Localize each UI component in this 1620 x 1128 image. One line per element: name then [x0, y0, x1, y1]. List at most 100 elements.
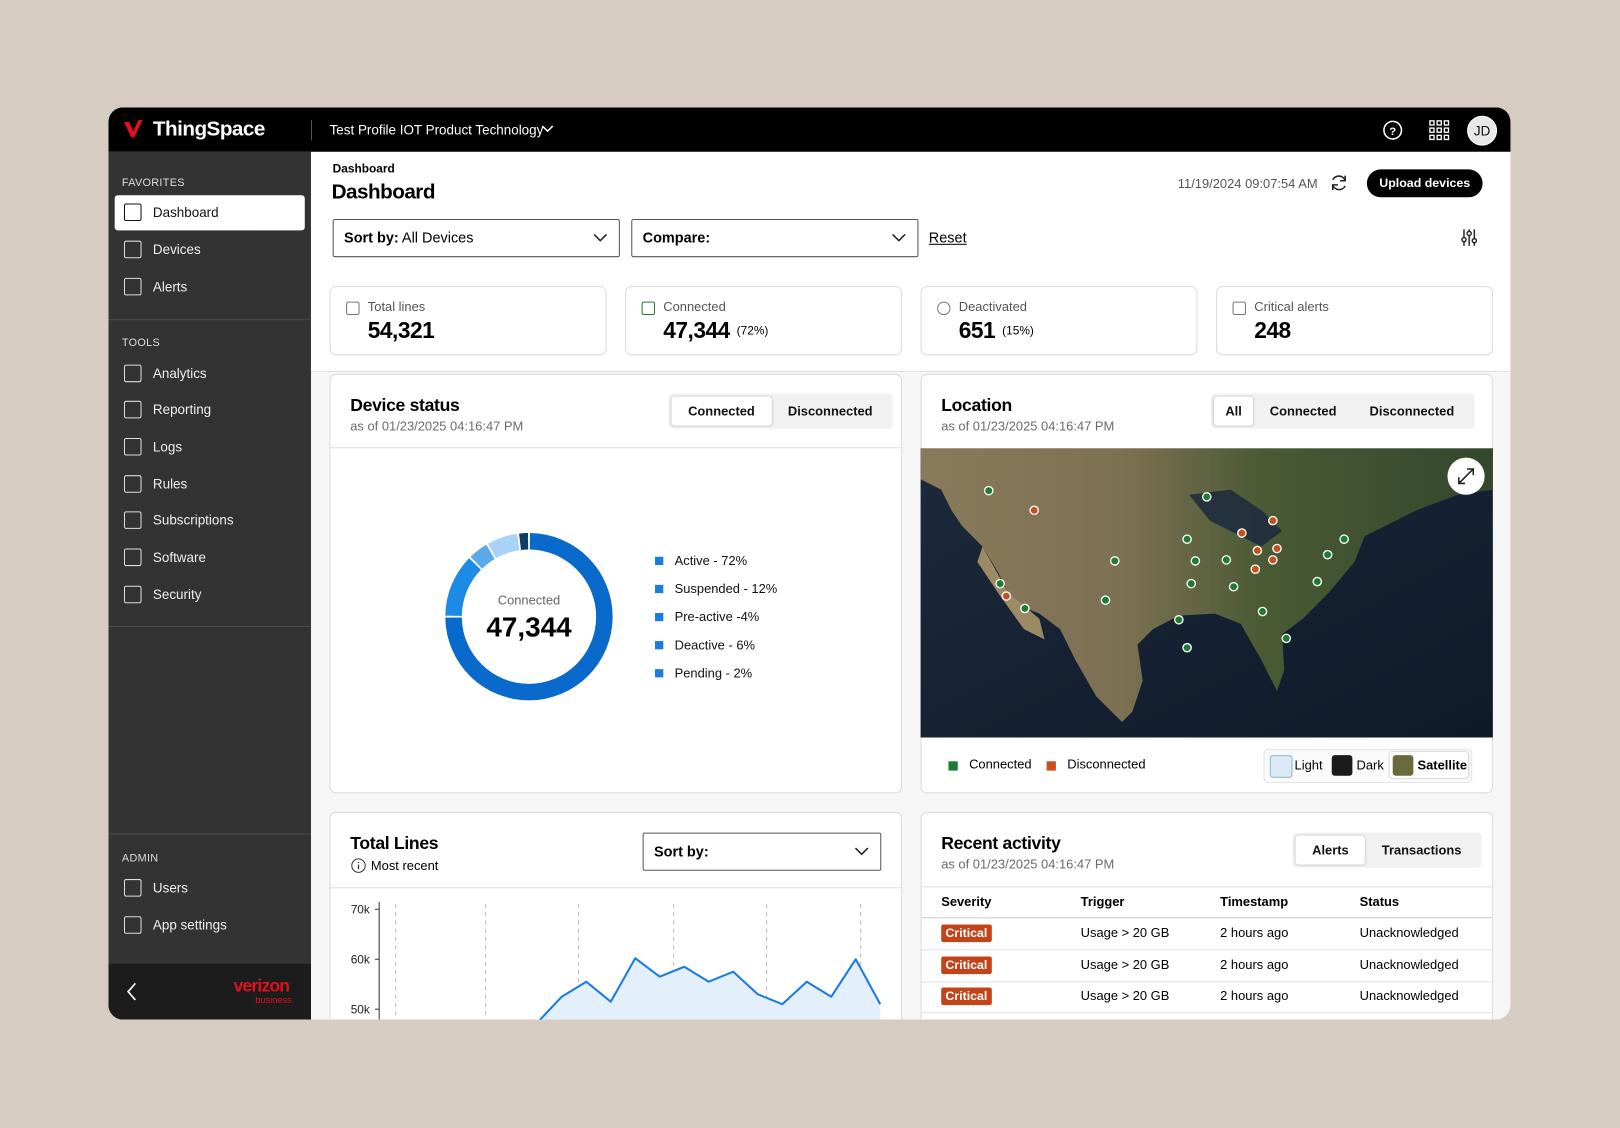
tab[interactable]: Alerts	[1295, 835, 1366, 865]
legend-label: Disconnected	[1067, 757, 1146, 772]
divider	[310, 370, 1511, 372]
map[interactable]	[920, 448, 1493, 738]
sort-dropdown[interactable]: Sort by:	[642, 832, 882, 871]
table-cell: Usage > 20 GB	[1080, 957, 1170, 972]
stat-value: 651	[958, 317, 996, 343]
stat-label: Deactivated	[958, 299, 1027, 315]
legend-swatch	[1046, 761, 1056, 771]
divider	[330, 447, 901, 449]
column-header: Severity	[941, 894, 992, 910]
style-option[interactable]: Dark	[1356, 758, 1384, 773]
legend-label: Connected	[969, 757, 1032, 772]
collapse-icon[interactable]	[126, 981, 138, 1002]
divider	[310, 119, 313, 141]
profile-selector[interactable]: Test Profile IOT Product Technology	[329, 121, 544, 138]
refresh-icon[interactable]	[1330, 174, 1349, 193]
reset-link[interactable]: Reset	[928, 229, 967, 246]
nav-icon	[123, 437, 142, 456]
table-cell: 2 hours ago	[1220, 988, 1289, 1004]
tab[interactable]: Disconnected	[1369, 403, 1455, 419]
card-title: Location	[941, 395, 1012, 416]
nav-icon	[123, 203, 142, 222]
style-thumb	[1392, 755, 1414, 776]
nav-icon	[123, 364, 142, 383]
card-subtitle: Most recent	[370, 858, 439, 873]
upload-button[interactable]: Upload devices	[1366, 169, 1483, 198]
nav-item[interactable]: Users	[152, 880, 188, 896]
table-cell: Usage > 20 GB	[1080, 988, 1170, 1004]
page-title: Dashboard	[331, 180, 436, 204]
footer-sub: business	[255, 994, 292, 1006]
card-title: Total Lines	[350, 833, 439, 854]
stat-value: 47,344	[663, 317, 730, 343]
sort-label: Sort by:	[344, 229, 399, 246]
nav-item[interactable]: Alerts	[152, 278, 188, 295]
activity-tabs: Alerts Transactions	[1292, 832, 1482, 868]
stat-icon	[937, 301, 951, 316]
chevron	[892, 233, 906, 242]
divider	[921, 886, 1492, 888]
divider	[108, 833, 311, 835]
tab[interactable]: Disconnected	[787, 403, 873, 419]
nav-item[interactable]: App settings	[152, 917, 227, 933]
nav-icon	[123, 277, 142, 296]
style-option[interactable]: Satellite	[1417, 758, 1468, 773]
nav-item[interactable]: Subscriptions	[152, 512, 234, 528]
stat-icon	[346, 301, 360, 316]
severity-badge: Critical	[941, 987, 992, 1006]
divider	[108, 625, 311, 628]
section-title: FAVORITES	[121, 176, 185, 190]
column-header: Trigger	[1080, 894, 1125, 910]
nav-item[interactable]: Dashboard	[152, 204, 219, 221]
nav-item[interactable]: Software	[152, 549, 206, 566]
tab[interactable]: Connected	[671, 396, 772, 426]
nav-item[interactable]: Reporting	[152, 401, 212, 418]
column-header: Timestamp	[1220, 894, 1289, 910]
tab[interactable]: Transactions	[1381, 842, 1462, 858]
status-tabs: Connected Disconnected	[668, 393, 893, 429]
timestamp: 11/19/2024 09:07:54 AM	[1177, 176, 1318, 192]
brand: ThingSpace	[152, 117, 265, 141]
style-thumb	[1269, 755, 1293, 778]
nav-icon	[123, 585, 142, 604]
legend-swatch	[948, 761, 958, 771]
compare-dropdown[interactable]: Compare:	[631, 218, 919, 258]
stat-note: (72%)	[736, 325, 769, 338]
card-asof: as of 01/23/2025 04:16:47 PM	[941, 419, 1115, 434]
nav-item[interactable]: Logs	[152, 439, 183, 455]
table-cell: Usage > 20 GB	[1080, 925, 1170, 941]
nav-icon	[123, 916, 142, 934]
severity-badge: Critical	[941, 956, 992, 974]
filter-icon[interactable]	[1460, 228, 1479, 247]
divider	[921, 917, 1492, 919]
column-header: Status	[1359, 894, 1400, 910]
chevron	[541, 125, 554, 133]
card-title: Device status	[350, 395, 460, 416]
tab[interactable]: Connected	[1269, 403, 1337, 419]
apps-icon[interactable]	[1429, 120, 1450, 141]
nav-item[interactable]: Rules	[152, 476, 188, 492]
table-cell: 2 hours ago	[1220, 957, 1289, 972]
stat-card	[329, 286, 607, 356]
stat-note: (15%)	[1002, 325, 1034, 338]
breadcrumb[interactable]: Dashboard	[332, 163, 395, 176]
sort-dropdown[interactable]: Sort by: All Devices	[332, 218, 620, 258]
stat-value: 54,321	[367, 317, 435, 343]
nav-item[interactable]: Devices	[152, 241, 201, 258]
stat-card	[920, 286, 1198, 356]
top-bar	[108, 107, 1511, 152]
help-icon[interactable]: ?	[1382, 120, 1403, 141]
nav-item[interactable]: Security	[152, 586, 202, 603]
section-title: ADMIN	[121, 852, 159, 865]
app-window: ThingSpace Test Profile IOT Product Tech…	[108, 107, 1511, 1020]
divider	[108, 319, 311, 321]
severity-badge: Critical	[941, 924, 992, 943]
sort-value: All Devices	[401, 229, 474, 246]
style-option[interactable]: Light	[1294, 758, 1323, 773]
avatar[interactable]: JD	[1467, 115, 1498, 146]
nav-icon	[123, 548, 142, 567]
tab[interactable]: All	[1213, 396, 1254, 426]
nav-item[interactable]: Analytics	[152, 365, 207, 382]
